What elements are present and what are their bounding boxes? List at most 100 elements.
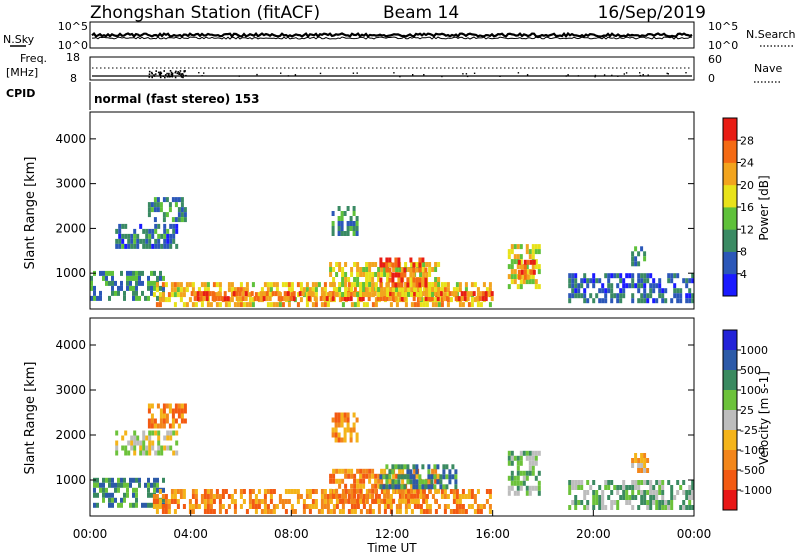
heatmap-cell [154, 238, 158, 244]
heatmap-cell [433, 484, 437, 490]
freq-dot [180, 76, 183, 78]
heatmap-cell [398, 297, 402, 303]
heatmap-cell [254, 494, 258, 499]
heatmap-cell [132, 502, 135, 508]
heatmap-cell [416, 498, 420, 504]
heatmap-cell [649, 480, 653, 485]
heatmap-cell [272, 489, 276, 494]
heatmap-cell [412, 277, 416, 283]
freq-tick-bottom: 8 [70, 72, 77, 85]
heatmap-cell [421, 464, 425, 470]
heatmap-cell [391, 282, 395, 288]
colorbar-tick-label: -25 [740, 424, 758, 437]
heatmap-cell [386, 498, 390, 504]
heatmap-cell [277, 296, 281, 302]
heatmap-cell [203, 287, 207, 293]
heatmap-cell [248, 292, 252, 298]
heatmap-cell [604, 293, 608, 299]
heatmap-cell [153, 477, 156, 483]
heatmap-cell [652, 495, 656, 500]
heatmap-cell [269, 499, 273, 504]
nsearch-tick-top: 10^5 [708, 20, 738, 33]
heatmap-cell [574, 485, 578, 490]
heatmap-cell [416, 488, 420, 494]
heatmap-cell [403, 296, 407, 302]
heatmap-cell [220, 296, 224, 302]
heatmap-cell [470, 282, 474, 288]
heatmap-cell [601, 298, 605, 304]
heatmap-cell [188, 504, 192, 509]
heatmap-cell [329, 297, 333, 303]
heatmap-cell [371, 468, 375, 474]
heatmap-cell [388, 474, 392, 480]
heatmap-cell [448, 479, 452, 485]
heatmap-cell [343, 427, 347, 433]
heatmap-cell [371, 509, 375, 514]
heatmap-cell [428, 262, 432, 267]
heatmap-cell [365, 287, 369, 293]
heatmap-cell [308, 494, 312, 499]
heatmap-cell [664, 500, 668, 505]
heatmap-cell [631, 283, 635, 289]
heatmap-cell [568, 490, 572, 495]
heatmap-cell [335, 272, 339, 277]
heatmap-cell [154, 243, 158, 249]
heatmap-cell [340, 211, 344, 216]
heatmap-cell [454, 469, 458, 475]
heatmap-cell [248, 504, 252, 509]
heatmap-cell [105, 275, 108, 281]
heatmap-cell [99, 295, 102, 301]
heatmap-cell [452, 287, 456, 293]
heatmap-cell [449, 297, 453, 303]
heatmap-cell [147, 482, 150, 488]
heatmap-cell [455, 494, 459, 499]
nsky-series [91, 31, 693, 39]
heatmap-cell [427, 474, 431, 480]
heatmap-cell [215, 489, 219, 494]
heatmap-cell [135, 275, 138, 281]
heatmap-cell [368, 287, 372, 293]
heatmap-cell [607, 485, 611, 490]
heatmap-cell [634, 261, 638, 267]
freq-dot [164, 74, 167, 76]
heatmap-cell [598, 485, 602, 490]
heatmap-cell [646, 490, 650, 495]
heatmap-cell [180, 207, 184, 213]
freq-dot [170, 75, 173, 77]
freq-dot [174, 76, 177, 79]
heatmap-cell [400, 282, 404, 288]
heatmap-cell [127, 243, 131, 249]
heatmap-cell [338, 287, 342, 292]
heatmap-cell [157, 243, 161, 249]
heatmap-cell [622, 293, 626, 299]
heatmap-cell [688, 298, 692, 304]
heatmap-cell [200, 499, 204, 504]
heatmap-cell [464, 494, 468, 499]
heatmap-cell [166, 238, 170, 244]
heatmap-cell [283, 296, 287, 302]
heatmap-cell [616, 273, 620, 279]
heatmap-cell [643, 283, 647, 289]
heatmap-cell [664, 505, 668, 510]
heatmap-cell [664, 298, 668, 304]
freq-dot [441, 75, 443, 78]
heatmap-cell [425, 302, 429, 308]
heatmap-cell [93, 295, 96, 301]
heatmap-cell [314, 302, 318, 308]
heatmap-cell [507, 475, 511, 481]
heatmap-cell [111, 290, 114, 296]
heatmap-cell [395, 489, 399, 494]
heatmap-cell [525, 490, 529, 496]
heatmap-cell [664, 288, 668, 294]
heatmap-cell [652, 298, 656, 304]
heatmap-cell [93, 492, 96, 498]
heatmap-cell [649, 485, 653, 490]
heatmap-cell [200, 302, 204, 308]
heatmap-cell [347, 282, 351, 288]
heatmap-cell [583, 278, 587, 284]
heatmap-cell [329, 473, 333, 479]
heatmap-cell [389, 262, 393, 267]
heatmap-cell [166, 228, 170, 234]
heatmap-cell [218, 282, 222, 288]
heatmap-cell [142, 445, 146, 451]
